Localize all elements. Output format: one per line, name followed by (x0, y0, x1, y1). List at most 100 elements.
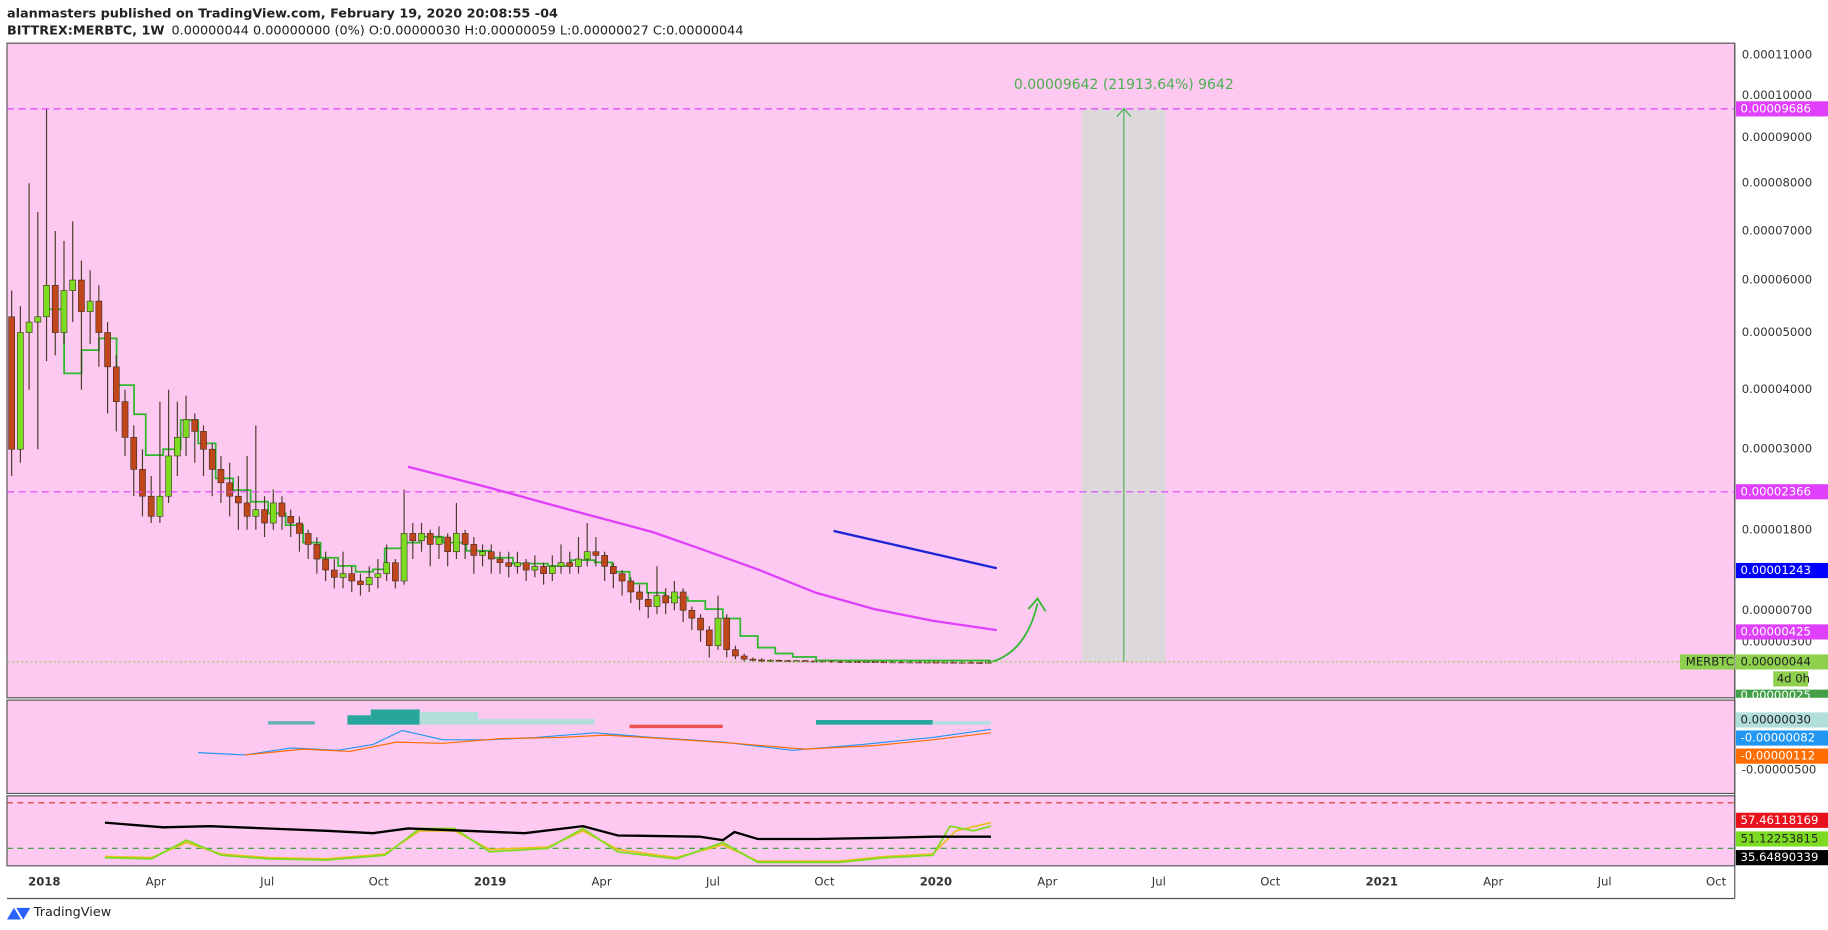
macd-label-box (1735, 712, 1828, 728)
candle-body (147, 495, 155, 517)
quote: 0.00000044 0.00000000 (0%) O:0.00000030 … (172, 23, 744, 38)
x-tick-label: Jul (259, 875, 274, 889)
histogram (347, 715, 371, 725)
candle-body (139, 469, 146, 497)
candle-body (357, 580, 364, 585)
price-badge-box (1735, 562, 1828, 579)
x-tick-label: 2019 (474, 875, 506, 889)
candle-body (522, 562, 530, 571)
signal-line (244, 732, 992, 756)
candle-body (740, 655, 748, 660)
candle-body (958, 661, 966, 664)
y-tick-label: 0.00006000 (1742, 273, 1812, 287)
candle-body (453, 533, 460, 553)
projection-arrowhead (1027, 597, 1047, 612)
rsi-label: 35.64890339 (1741, 850, 1819, 864)
x-tick-label: Oct (814, 875, 835, 889)
y-tick-label: 0.00005000 (1742, 325, 1812, 339)
candle-body (758, 659, 765, 662)
x-tick-label: Oct (369, 875, 390, 889)
candle-body (287, 516, 295, 524)
candle-body (43, 285, 50, 318)
candle-body (679, 591, 687, 611)
candle-body (25, 321, 33, 333)
symbol-label-box (1679, 654, 1735, 670)
rsi-label-box (1735, 812, 1828, 828)
candle-body (339, 573, 347, 578)
y-tick-label: 0.00011000 (1742, 47, 1812, 61)
macd-label-box (1735, 730, 1828, 746)
candle-body (322, 558, 329, 571)
histogram (816, 719, 933, 725)
candle-body (17, 332, 24, 450)
countdown-box (1773, 671, 1809, 687)
candle-body (435, 536, 443, 545)
candle-body (121, 401, 129, 438)
macd-label: -0.00000112 (1741, 749, 1816, 763)
candle-body (243, 502, 251, 517)
histogram (419, 711, 478, 725)
candle-body (130, 437, 138, 470)
trend-line (833, 529, 998, 570)
y-tick-label: 0.00000700 (1742, 603, 1812, 617)
candle-body (723, 617, 731, 650)
marks: 0.00011000 0.00010000 0.00009000 0.00008000… (6, 47, 1828, 889)
x-tick-label: Apr (591, 875, 611, 889)
candle-body (156, 495, 164, 517)
rsi-label-box (1735, 831, 1828, 847)
y-tick-label: 0.00004000 (1742, 382, 1812, 396)
histogram (477, 718, 595, 725)
y-tick-label: 0.00003000 (1742, 442, 1812, 456)
candle-body (697, 617, 704, 631)
candle-body (78, 279, 85, 312)
candle-body (304, 533, 312, 545)
measure-arrow (1116, 107, 1132, 118)
y-tick-label: 0.00007000 (1742, 224, 1812, 238)
candle-body (200, 431, 207, 450)
x-tick-label: 2020 (920, 875, 952, 889)
logo (6, 907, 31, 920)
candle-body (479, 551, 486, 556)
y-tick-label: 0.00008000 (1742, 176, 1812, 190)
rsi-signal (104, 821, 992, 863)
macd-histogram (268, 709, 991, 729)
candle-body (226, 482, 233, 497)
candle-body (610, 566, 617, 574)
rsi-label-box (1735, 850, 1828, 866)
candle-body (487, 551, 495, 560)
rsi-label: 51.12253815 (1741, 831, 1819, 845)
x-tick-label: Apr (1483, 875, 1503, 889)
price-badge: 0.00001243 (1741, 563, 1811, 577)
candle-body (505, 562, 513, 567)
candle-body (636, 591, 643, 600)
candle-body (400, 533, 408, 582)
y-tick-label: 0.00001800 (1742, 522, 1812, 536)
rsi-pane (6, 795, 1736, 867)
x-tick-label: Jul (1151, 875, 1166, 889)
candle-body (688, 609, 696, 619)
candle-body (392, 562, 399, 582)
candle-body (461, 533, 469, 545)
histogram (629, 724, 723, 729)
price-line-label-box (1735, 484, 1828, 500)
candle-body (627, 580, 635, 593)
macd-label: -0.00000082 (1741, 731, 1816, 745)
candle-body (575, 558, 582, 567)
candle-body (104, 332, 111, 368)
candle-body (566, 562, 574, 567)
symbol: BITTREX:MERBTC, 1W (7, 23, 165, 38)
candle-body (409, 533, 417, 542)
last-price: 0.00000044 (1741, 654, 1811, 668)
moving-average (407, 465, 997, 632)
candle-body (8, 316, 15, 450)
candle-body (95, 300, 103, 333)
candle-body (278, 502, 286, 517)
candle-body (60, 290, 68, 333)
candle-body (714, 617, 722, 647)
candle-body (252, 509, 260, 517)
candle-body (662, 595, 670, 604)
candle-body (348, 573, 356, 582)
candle-body (191, 419, 199, 432)
